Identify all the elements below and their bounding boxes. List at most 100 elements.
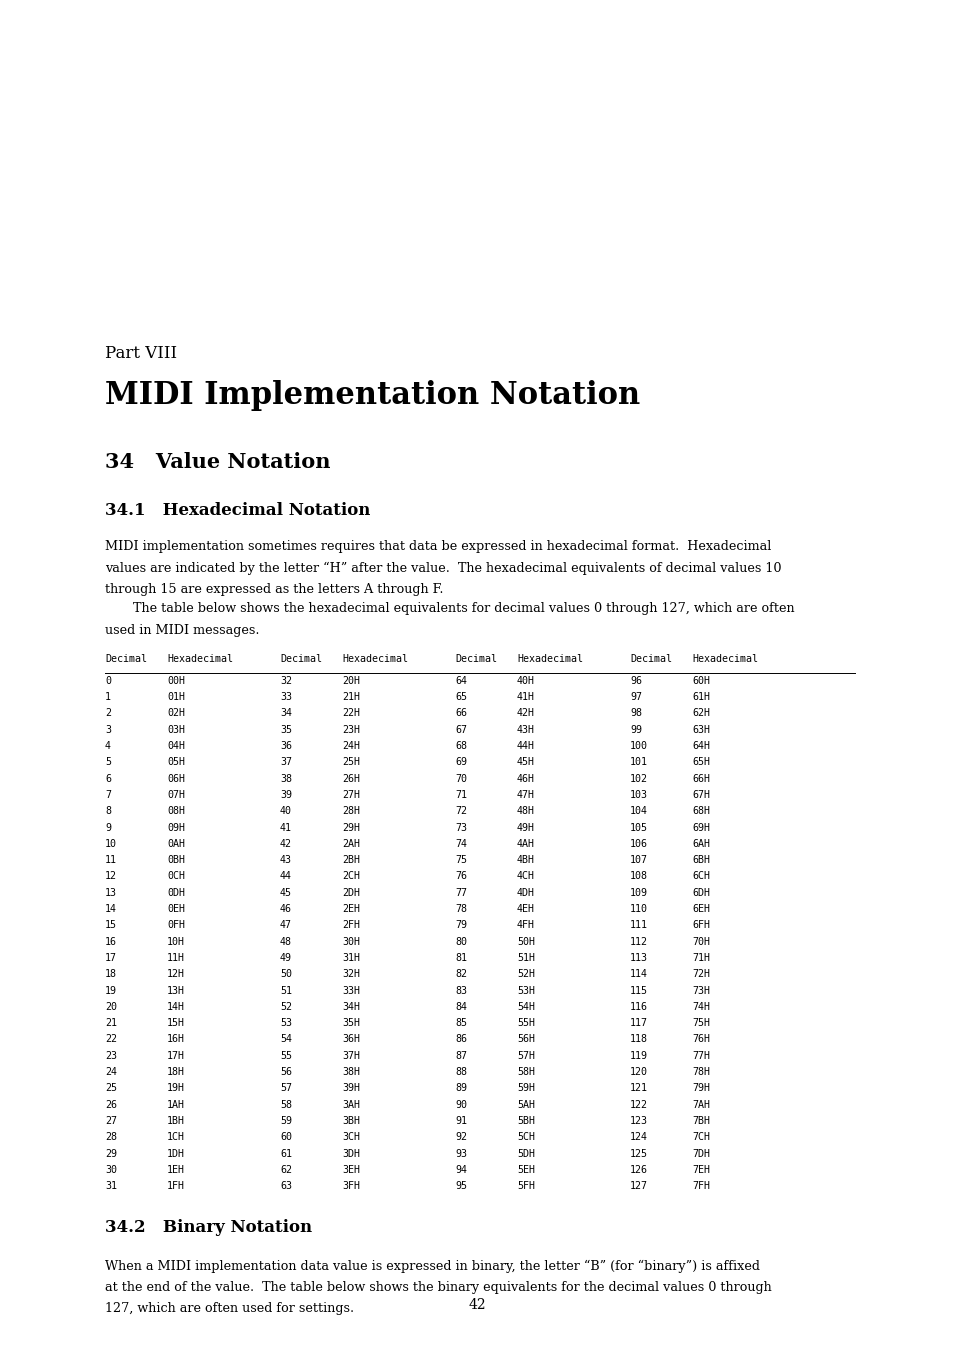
Text: 09H: 09H <box>167 822 185 833</box>
Text: 3EH: 3EH <box>341 1165 359 1174</box>
Text: 33H: 33H <box>341 986 359 995</box>
Text: 19H: 19H <box>167 1083 185 1094</box>
Text: 71: 71 <box>455 790 467 801</box>
Text: 104: 104 <box>629 806 647 817</box>
Text: 41H: 41H <box>517 693 535 702</box>
Text: 79H: 79H <box>691 1083 709 1094</box>
Text: 4DH: 4DH <box>517 888 535 898</box>
Text: 58H: 58H <box>517 1066 535 1077</box>
Text: 127: 127 <box>629 1181 647 1191</box>
Text: 1: 1 <box>105 693 111 702</box>
Text: 01H: 01H <box>167 693 185 702</box>
Text: 44: 44 <box>280 872 292 882</box>
Text: 5BH: 5BH <box>517 1116 535 1126</box>
Text: 4: 4 <box>105 741 111 751</box>
Text: 18: 18 <box>105 969 117 979</box>
Text: 71H: 71H <box>691 953 709 963</box>
Text: 32H: 32H <box>341 969 359 979</box>
Text: 23: 23 <box>105 1050 117 1061</box>
Text: 12: 12 <box>105 872 117 882</box>
Text: 43H: 43H <box>517 725 535 734</box>
Text: 3CH: 3CH <box>341 1133 359 1142</box>
Text: 4EH: 4EH <box>517 904 535 914</box>
Text: through 15 are expressed as the letters A through F.: through 15 are expressed as the letters … <box>105 583 443 595</box>
Text: used in MIDI messages.: used in MIDI messages. <box>105 624 259 637</box>
Text: 102: 102 <box>629 774 647 783</box>
Text: 3AH: 3AH <box>341 1100 359 1110</box>
Text: 119: 119 <box>629 1050 647 1061</box>
Text: Part VIII: Part VIII <box>105 346 177 362</box>
Text: 19: 19 <box>105 986 117 995</box>
Text: 61: 61 <box>280 1149 292 1158</box>
Text: 32: 32 <box>280 676 292 686</box>
Text: 98: 98 <box>629 709 641 718</box>
Text: 127, which are often used for settings.: 127, which are often used for settings. <box>105 1303 354 1315</box>
Text: 55H: 55H <box>517 1018 535 1029</box>
Text: Hexadecimal: Hexadecimal <box>691 653 758 664</box>
Text: 14: 14 <box>105 904 117 914</box>
Text: 58: 58 <box>280 1100 292 1110</box>
Text: MIDI implementation sometimes requires that data be expressed in hexadecimal for: MIDI implementation sometimes requires t… <box>105 540 771 553</box>
Text: 90: 90 <box>455 1100 467 1110</box>
Text: 107: 107 <box>629 855 647 865</box>
Text: 89: 89 <box>455 1083 467 1094</box>
Text: 31H: 31H <box>341 953 359 963</box>
Text: 22H: 22H <box>341 709 359 718</box>
Text: 37H: 37H <box>341 1050 359 1061</box>
Text: 37: 37 <box>280 757 292 767</box>
Text: 28H: 28H <box>341 806 359 817</box>
Text: 97: 97 <box>629 693 641 702</box>
Text: 59H: 59H <box>517 1083 535 1094</box>
Text: 67: 67 <box>455 725 467 734</box>
Text: 52: 52 <box>280 1002 292 1012</box>
Text: 48: 48 <box>280 937 292 946</box>
Text: 108: 108 <box>629 872 647 882</box>
Text: 67H: 67H <box>691 790 709 801</box>
Text: 2AH: 2AH <box>341 838 359 849</box>
Text: values are indicated by the letter “H” after the value.  The hexadecimal equival: values are indicated by the letter “H” a… <box>105 562 781 575</box>
Text: 95: 95 <box>455 1181 467 1191</box>
Text: 10H: 10H <box>167 937 185 946</box>
Text: 63: 63 <box>280 1181 292 1191</box>
Text: 1CH: 1CH <box>167 1133 185 1142</box>
Text: 1EH: 1EH <box>167 1165 185 1174</box>
Text: 0DH: 0DH <box>167 888 185 898</box>
Text: 110: 110 <box>629 904 647 914</box>
Text: 62H: 62H <box>691 709 709 718</box>
Text: 07H: 07H <box>167 790 185 801</box>
Text: 7AH: 7AH <box>691 1100 709 1110</box>
Text: 70: 70 <box>455 774 467 783</box>
Text: 20H: 20H <box>341 676 359 686</box>
Text: 94: 94 <box>455 1165 467 1174</box>
Text: 68: 68 <box>455 741 467 751</box>
Text: 31: 31 <box>105 1181 117 1191</box>
Text: 53: 53 <box>280 1018 292 1029</box>
Text: 02H: 02H <box>167 709 185 718</box>
Text: 48H: 48H <box>517 806 535 817</box>
Text: 113: 113 <box>629 953 647 963</box>
Text: Decimal: Decimal <box>105 653 147 664</box>
Text: 47H: 47H <box>517 790 535 801</box>
Text: 11H: 11H <box>167 953 185 963</box>
Text: 6CH: 6CH <box>691 872 709 882</box>
Text: 7CH: 7CH <box>691 1133 709 1142</box>
Text: 83: 83 <box>455 986 467 995</box>
Text: 75: 75 <box>455 855 467 865</box>
Text: 29H: 29H <box>341 822 359 833</box>
Text: 68H: 68H <box>691 806 709 817</box>
Text: 23H: 23H <box>341 725 359 734</box>
Text: 123: 123 <box>629 1116 647 1126</box>
Text: 40: 40 <box>280 806 292 817</box>
Text: 77: 77 <box>455 888 467 898</box>
Text: 55: 55 <box>280 1050 292 1061</box>
Text: 66: 66 <box>455 709 467 718</box>
Text: 46: 46 <box>280 904 292 914</box>
Text: 38: 38 <box>280 774 292 783</box>
Text: 65: 65 <box>455 693 467 702</box>
Text: 40H: 40H <box>517 676 535 686</box>
Text: 99: 99 <box>629 725 641 734</box>
Text: 77H: 77H <box>691 1050 709 1061</box>
Text: 60: 60 <box>280 1133 292 1142</box>
Text: The table below shows the hexadecimal equivalents for decimal values 0 through 1: The table below shows the hexadecimal eq… <box>132 602 794 616</box>
Text: 118: 118 <box>629 1034 647 1045</box>
